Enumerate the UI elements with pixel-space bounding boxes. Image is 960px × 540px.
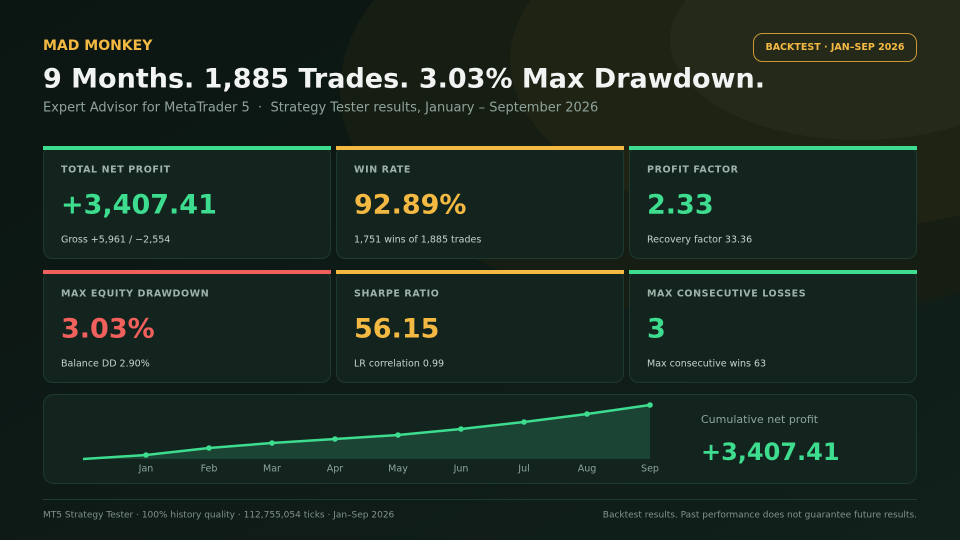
card-value: 3 bbox=[647, 314, 666, 345]
card-value: +3,407.41 bbox=[61, 190, 217, 221]
x-tick-label: Aug bbox=[578, 464, 597, 475]
card-accent bbox=[336, 270, 624, 274]
point bbox=[332, 436, 338, 442]
card-accent bbox=[629, 270, 917, 274]
title: 9 Months. 1,885 Trades. 3.03% Max Drawdo… bbox=[43, 64, 765, 95]
point bbox=[521, 419, 527, 425]
x-tick-label: Sep bbox=[641, 464, 659, 475]
card-accent bbox=[43, 270, 331, 274]
point bbox=[647, 402, 653, 408]
decor bbox=[670, 0, 960, 140]
chart-total: +3,407.41 bbox=[701, 438, 840, 466]
x-tick-label: Jun bbox=[453, 464, 469, 475]
badge bbox=[753, 33, 917, 62]
card-label: PROFIT FACTOR bbox=[647, 165, 739, 176]
card-note: Balance DD 2.90% bbox=[61, 359, 150, 370]
line bbox=[82, 403, 651, 461]
x-tick-label: Jul bbox=[517, 464, 529, 475]
point bbox=[269, 440, 275, 446]
footer-left: MT5 Strategy Tester · 100% history quali… bbox=[43, 511, 395, 521]
point bbox=[395, 432, 401, 438]
card-value: 2.33 bbox=[647, 190, 714, 221]
card-note: Max consecutive wins 63 bbox=[647, 359, 766, 370]
card-accent bbox=[336, 146, 624, 150]
card-label: MAX EQUITY DRAWDOWN bbox=[61, 289, 209, 300]
card-label: SHARPE RATIO bbox=[354, 289, 439, 300]
card-label: MAX CONSECUTIVE LOSSES bbox=[647, 289, 806, 300]
card-note: Gross +5,961 / −2,554 bbox=[61, 235, 170, 246]
card-label: TOTAL NET PROFIT bbox=[61, 165, 171, 176]
card-value: 3.03% bbox=[61, 314, 155, 345]
x-tick-label: Feb bbox=[201, 464, 218, 475]
x-tick-label: May bbox=[388, 464, 408, 475]
point bbox=[584, 411, 590, 417]
card-note: Recovery factor 33.36 bbox=[647, 235, 752, 246]
x-tick-label: Apr bbox=[327, 464, 344, 475]
point bbox=[143, 452, 149, 458]
card-value: 56.15 bbox=[354, 314, 439, 345]
card-label: WIN RATE bbox=[354, 165, 411, 176]
badge-text: BACKTEST · JAN–SEP 2026 bbox=[765, 42, 904, 53]
brand: MAD MONKEY bbox=[43, 38, 153, 54]
card-note: 1,751 wins of 1,885 trades bbox=[354, 235, 481, 246]
card-note: LR correlation 0.99 bbox=[354, 359, 444, 370]
card-accent bbox=[43, 146, 331, 150]
footer-right: Backtest results. Past performance does … bbox=[603, 511, 917, 521]
subtitle: Expert Advisor for MetaTrader 5 · Strate… bbox=[43, 101, 598, 116]
x-tick-label: Jan bbox=[138, 464, 154, 475]
point bbox=[458, 426, 464, 432]
chart-title: Cumulative net profit bbox=[701, 413, 819, 426]
card-accent bbox=[629, 146, 917, 150]
point bbox=[206, 445, 212, 451]
x-tick-label: Mar bbox=[263, 464, 281, 475]
area bbox=[83, 405, 650, 459]
card-value: 92.89% bbox=[354, 190, 466, 221]
